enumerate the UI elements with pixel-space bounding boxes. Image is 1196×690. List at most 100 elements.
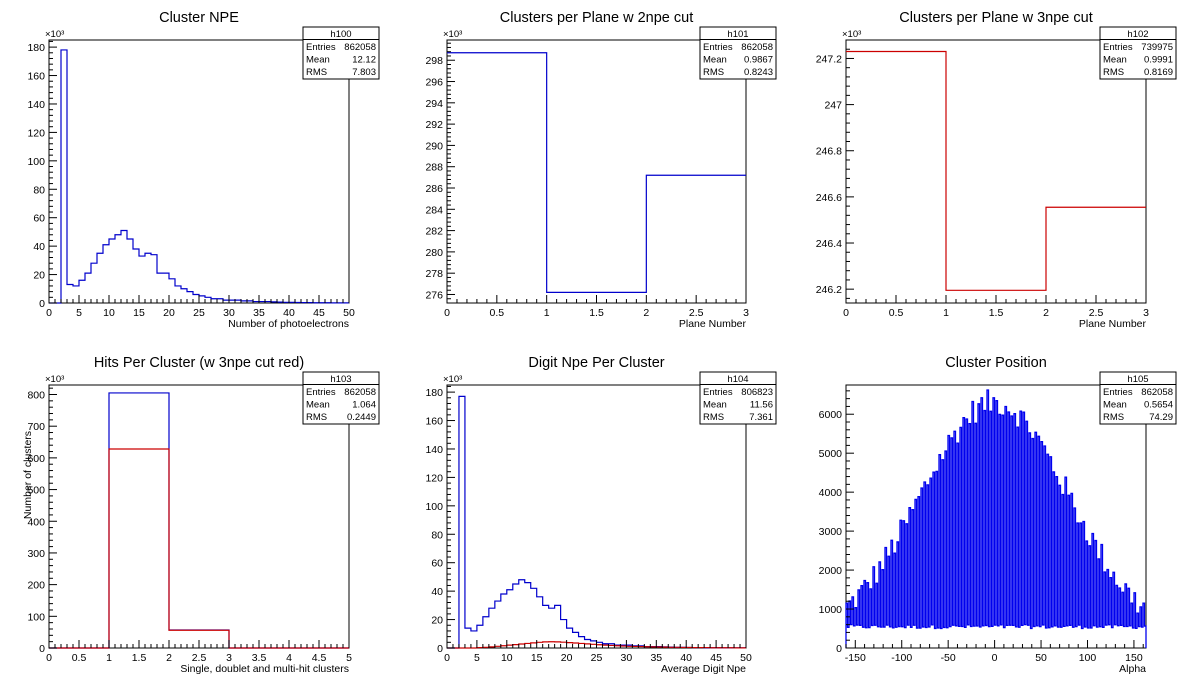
y-tick-label: 286 <box>425 183 443 195</box>
x-tick-label: 10 <box>501 652 513 664</box>
y-tick-label: 280 <box>425 247 443 259</box>
y-tick-label: 0 <box>39 298 45 310</box>
x-tick-label: 25 <box>591 652 603 664</box>
x-tick-label: 2.5 <box>192 652 207 664</box>
x-tick-label: 3 <box>226 652 232 664</box>
y-multiplier: ×10³ <box>443 374 462 385</box>
chart-title: Hits Per Cluster (w 3npe cut red) <box>94 355 304 371</box>
y-axis-title: Number of clusters <box>22 431 34 519</box>
x-tick-label: 2.5 <box>1089 307 1104 319</box>
stats-value: 0.9991 <box>1144 55 1173 66</box>
y-tick-label: 80 <box>431 529 443 541</box>
y-tick-label: 284 <box>425 204 443 216</box>
y-tick-label: 140 <box>425 444 443 456</box>
stats-value: 12.12 <box>352 55 376 66</box>
stats-label: RMS <box>306 412 327 423</box>
chart-title: Cluster NPE <box>159 10 239 26</box>
stats-label: RMS <box>1103 412 1124 423</box>
chart-title: Clusters per Plane w 3npe cut <box>899 10 1092 26</box>
y-tick-label: 120 <box>27 127 45 139</box>
x-tick-label: 35 <box>650 652 662 664</box>
x-tick-label: 5 <box>76 307 82 319</box>
y-tick-label: 500 <box>27 485 45 497</box>
y-multiplier: ×10³ <box>45 374 64 385</box>
y-tick-label: 40 <box>431 586 443 598</box>
stats-box-frame <box>699 26 777 80</box>
x-tick-label: 0 <box>46 307 52 319</box>
x-tick-label: 2.5 <box>689 307 704 319</box>
stats-histogram-name: h102 <box>1127 29 1148 40</box>
histogram-panel-3: Hits Per Cluster (w 3npe cut red) 0 0.5 1 1.… <box>22 355 380 675</box>
x-axis-title: Number of photoelectrons <box>228 318 349 330</box>
chart-title: Cluster Position <box>945 355 1047 371</box>
y-tick-label: 246.6 <box>816 192 842 204</box>
y-tick-label: 278 <box>425 268 443 280</box>
chart-title: Clusters per Plane w 2npe cut <box>500 10 693 26</box>
y-tick-label: 2000 <box>819 565 843 577</box>
stats-value: 806823 <box>741 387 773 398</box>
x-tick-label: 2 <box>643 307 649 319</box>
x-axis-title: Single, doublet and multi-hit clusters <box>180 663 349 675</box>
y-tick-label: 100 <box>425 501 443 513</box>
stats-box-frame <box>302 26 380 80</box>
y-tick-label: 0 <box>437 643 443 655</box>
stats-label: Entries <box>306 387 336 398</box>
y-multiplier: ×10³ <box>45 29 64 40</box>
y-tick-label: 300 <box>27 548 45 560</box>
series-0-histogram-line <box>447 395 746 649</box>
y-tick-label: 100 <box>27 156 45 168</box>
stats-value: 0.2449 <box>347 412 376 423</box>
stats-label: Entries <box>703 387 733 398</box>
stats-label: Mean <box>703 55 727 66</box>
y-tick-label: 282 <box>425 226 443 238</box>
x-tick-label: 1 <box>106 652 112 664</box>
y-tick-label: 247 <box>824 100 842 112</box>
y-tick-label: 298 <box>425 55 443 67</box>
stats-label: Entries <box>703 42 733 53</box>
x-tick-label: 20 <box>163 307 175 319</box>
series-0-histogram-line <box>49 49 349 304</box>
x-tick-label: 3.5 <box>252 652 267 664</box>
y-tick-label: 294 <box>425 98 443 110</box>
y-tick-label: 160 <box>27 71 45 83</box>
stats-value: 7.803 <box>352 67 376 78</box>
y-tick-label: 246.4 <box>816 238 842 250</box>
x-tick-label: 10 <box>103 307 115 319</box>
x-tick-label: 0.5 <box>490 307 505 319</box>
y-tick-label: 20 <box>33 270 45 282</box>
x-tick-label: 3 <box>1143 307 1149 319</box>
stats-box: h101 Entries 862058 Mean 0.9867 RMS 0.8243 <box>699 26 777 80</box>
x-tick-label: 1 <box>544 307 550 319</box>
plot-frame <box>845 384 1147 649</box>
y-tick-label: 6000 <box>819 409 843 421</box>
stats-value: 0.8243 <box>744 67 773 78</box>
y-tick-label: 120 <box>425 472 443 484</box>
y-tick-label: 0 <box>39 643 45 655</box>
y-tick-label: 296 <box>425 77 443 89</box>
stats-value: 739975 <box>1141 42 1173 53</box>
y-tick-label: 288 <box>425 162 443 174</box>
stats-histogram-name: h105 <box>1127 374 1148 385</box>
x-tick-label: 1.5 <box>132 652 147 664</box>
x-tick-label: 20 <box>561 652 573 664</box>
y-tick-label: 0 <box>836 643 842 655</box>
y-tick-label: 140 <box>27 99 45 111</box>
series-0-histogram-line <box>49 392 349 649</box>
x-tick-label: 1 <box>943 307 949 319</box>
stats-value: 0.9867 <box>744 55 773 66</box>
stats-label: Entries <box>1103 387 1133 398</box>
y-tick-label: 276 <box>425 289 443 301</box>
stats-label: Mean <box>1103 400 1127 411</box>
stats-label: RMS <box>1103 67 1124 78</box>
x-tick-label: 0 <box>46 652 52 664</box>
y-tick-label: 246.8 <box>816 146 842 158</box>
x-tick-label: 40 <box>283 307 295 319</box>
series-0-histogram-line <box>447 52 746 293</box>
y-tick-label: 40 <box>33 241 45 253</box>
y-tick-label: 180 <box>425 387 443 399</box>
x-tick-label: 45 <box>313 307 325 319</box>
x-tick-label: 150 <box>1125 652 1143 664</box>
stats-box-frame <box>699 371 777 425</box>
x-tick-label: 5 <box>474 652 480 664</box>
